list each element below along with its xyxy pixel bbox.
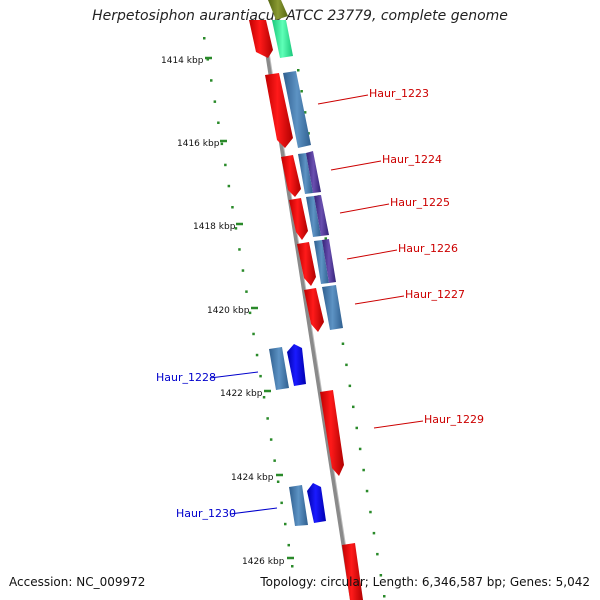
leader-line-haur-1229	[373, 420, 424, 429]
ruler-label-1424: 1424 kbp	[231, 473, 274, 483]
gene-label-haur-1229[interactable]: Haur_1229	[424, 413, 484, 426]
tick-dot	[341, 342, 345, 345]
gene-arrow-haur-1225[interactable]	[289, 198, 308, 240]
ruler-label-1414: 1414 kbp	[161, 56, 204, 66]
tick-dots-inner	[203, 37, 294, 568]
tick-dot	[303, 111, 307, 114]
tick-dot	[280, 501, 283, 505]
leader-line-haur-1224	[330, 160, 382, 171]
tick-dot	[252, 332, 255, 336]
tick-dot	[238, 248, 241, 251]
tick-dot	[262, 396, 266, 399]
tick-dot	[372, 531, 376, 535]
tick-dot	[255, 353, 259, 357]
gene-label-haur-1228[interactable]: Haur_1228	[156, 371, 216, 384]
gene-arrow-partial-bottom[interactable]	[342, 543, 363, 600]
tick-dot	[369, 510, 372, 514]
genome-stats-text: Topology: circular; Length: 6,346,587 bp…	[260, 575, 590, 589]
tick-dot	[266, 417, 269, 420]
tick-dot	[345, 363, 348, 367]
gene-arrow-haur-1230[interactable]	[307, 483, 326, 523]
gene-arrow-haur-1228[interactable]	[287, 344, 306, 386]
gene-arrow-haur-1227[interactable]	[304, 288, 324, 332]
gene-label-haur-1224[interactable]: Haur_1224	[382, 153, 442, 166]
gene-label-haur-1226[interactable]: Haur_1226	[398, 242, 458, 255]
tick-dot	[217, 121, 220, 124]
tick-dot	[248, 311, 252, 315]
gene-label-haur-1223[interactable]: Haur_1223	[369, 87, 429, 100]
tick-dot	[269, 438, 273, 441]
tick-dot	[241, 269, 245, 272]
tick-dot	[203, 37, 206, 40]
gene-arrow-haur-1229[interactable]	[320, 390, 344, 476]
cog-block-olive	[268, 0, 288, 20]
cog-block-haur-1228	[269, 347, 289, 390]
ruler-label-1422: 1422 kbp	[220, 389, 263, 399]
ruler-label-1416: 1416 kbp	[177, 139, 220, 149]
tick-dot	[224, 163, 227, 167]
leader-line-haur-1228	[209, 371, 259, 379]
gene-arrow-haur-1223[interactable]	[265, 73, 293, 148]
tick-dot	[287, 543, 290, 547]
tick-dot	[206, 58, 209, 61]
tick-dot	[358, 447, 362, 451]
tick-dot	[234, 227, 238, 230]
ruler-label-1426: 1426 kbp	[242, 557, 285, 567]
cog-block-haur-1225-b	[314, 195, 329, 236]
gene-arrow-haur-1224[interactable]	[281, 155, 301, 197]
tick-dot	[365, 489, 369, 493]
tick-dot	[376, 552, 379, 556]
tick-dot	[352, 405, 355, 409]
cog-block-green	[272, 20, 293, 58]
gene-arrow-partial-top[interactable]	[249, 20, 273, 58]
ruler-label-1420: 1420 kbp	[207, 306, 250, 316]
cog-block-haur-1226-a	[314, 240, 329, 284]
ruler-label-1418: 1418 kbp	[193, 222, 236, 232]
tick-dot	[355, 426, 358, 430]
tick-dot	[245, 290, 248, 293]
tick-dot	[273, 459, 276, 462]
tick-dot	[379, 574, 383, 577]
tick-dot	[284, 522, 287, 526]
tick-dot	[210, 79, 213, 82]
tick-dot	[297, 69, 300, 72]
tick-dot	[276, 480, 280, 483]
map-title: Herpetosiphon aurantiacus ATCC 23779, co…	[92, 8, 508, 24]
tick-dot	[348, 384, 352, 388]
gene-label-haur-1225[interactable]: Haur_1225	[390, 196, 450, 209]
tick-dot	[220, 142, 224, 146]
tick-dot	[383, 595, 386, 598]
tick-dot	[300, 90, 303, 93]
cog-block-haur-1224-a	[298, 153, 313, 194]
cog-block-haur-1227	[322, 285, 343, 330]
tick-dot	[362, 468, 365, 472]
tick-dot	[227, 184, 231, 188]
leader-line-haur-1226	[346, 249, 398, 260]
cog-block-haur-1226-b	[322, 239, 336, 283]
tick-dot	[259, 374, 262, 378]
cog-block-haur-1225-a	[306, 196, 321, 237]
tick-dot	[231, 206, 234, 209]
leader-line-haur-1227	[354, 295, 405, 305]
cog-block-haur-1224-b	[306, 151, 321, 193]
leader-line-haur-1223	[317, 94, 369, 105]
accession-text: Accession: NC_009972	[9, 575, 146, 589]
leader-line-haur-1225	[339, 203, 390, 214]
tick-dot	[213, 100, 217, 103]
cog-block-haur-1223	[283, 71, 311, 148]
cog-block-haur-1230	[289, 485, 308, 526]
gene-arrow-haur-1226[interactable]	[297, 242, 316, 286]
gene-label-haur-1230[interactable]: Haur_1230	[176, 507, 236, 520]
gene-label-haur-1227[interactable]: Haur_1227	[405, 288, 465, 301]
tick-dot	[324, 237, 327, 240]
tick-dot	[291, 565, 294, 568]
leader-line-haur-1230	[229, 507, 278, 515]
